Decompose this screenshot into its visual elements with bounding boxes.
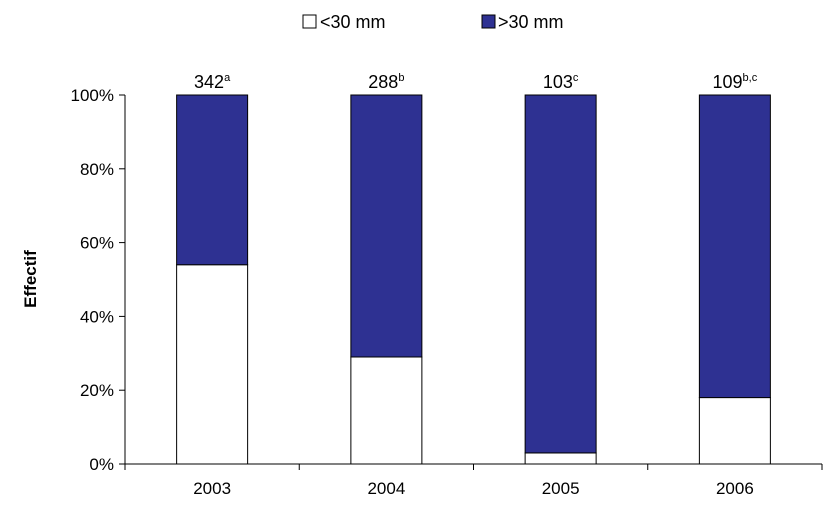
- y-tick-label: 80%: [80, 160, 114, 179]
- bar-segment-over-30: [524, 94, 597, 454]
- y-tick-label: 60%: [80, 234, 114, 253]
- x-tick-label: 2006: [716, 479, 754, 498]
- bar-total-label: 288b: [368, 72, 404, 92]
- legend-swatch-under-30: [302, 14, 317, 29]
- bar-segment-under-30: [176, 264, 249, 465]
- bar-segment-over-30: [698, 94, 771, 399]
- bar-segment-under-30: [698, 397, 771, 465]
- x-tick-label: 2004: [367, 479, 405, 498]
- legend-label-under-30: <30 mm: [320, 12, 386, 32]
- bar-segment-over-30: [176, 94, 249, 266]
- y-tick-label: 20%: [80, 381, 114, 400]
- legend: <30 mm >30 mm: [302, 12, 564, 32]
- y-axis-label: Effectif: [21, 250, 40, 308]
- bar-total-label: 342a: [194, 72, 231, 92]
- bar-segment-under-30: [350, 356, 423, 465]
- y-tick-label: 0%: [89, 455, 114, 474]
- y-tick-label: 40%: [80, 307, 114, 326]
- x-tick-label: 2005: [542, 479, 580, 498]
- bar-segment-over-30: [350, 94, 423, 358]
- legend-label-over-30: >30 mm: [498, 12, 564, 32]
- legend-swatch-over-30: [481, 14, 496, 29]
- plot-area: 0% 20% 40% 60% 80% 100% 2003 342a 2004 288b 2005 10…: [71, 72, 823, 498]
- bar-total-label: 103c: [543, 72, 579, 92]
- bar-total-label: 109b,c: [713, 72, 758, 92]
- x-tick-label: 2003: [193, 479, 231, 498]
- y-tick-label: 100%: [71, 86, 114, 105]
- bar-segment-under-30: [524, 452, 597, 465]
